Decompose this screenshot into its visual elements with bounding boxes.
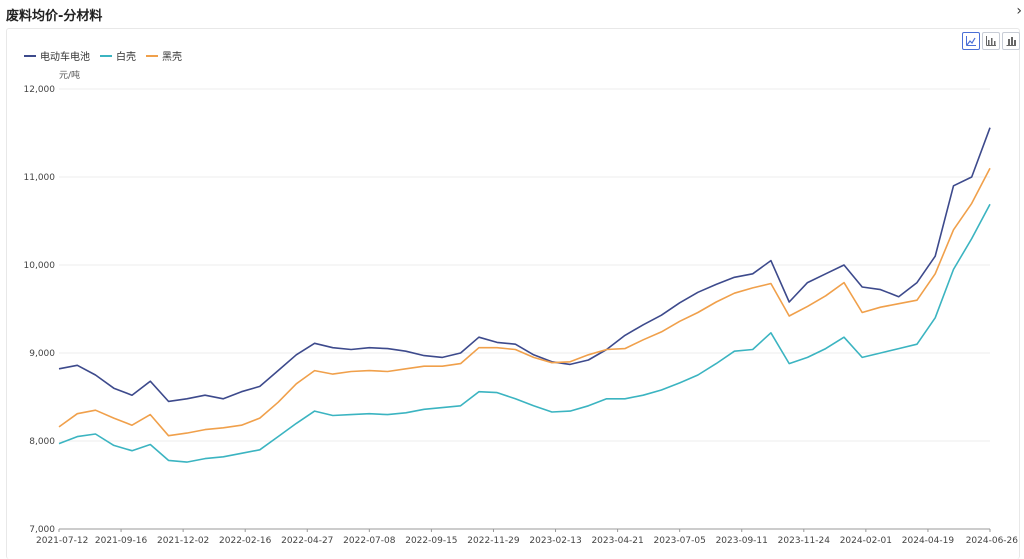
series-line-2 [58,167,991,437]
legend-swatch [146,54,158,57]
bar-chart-button[interactable] [982,32,1000,50]
x-tick-label: 2023-09-11 [716,536,768,546]
x-tick-label: 2023-02-13 [529,536,581,546]
x-tick-label: 2023-11-24 [778,536,831,546]
y-tick-label: 12,000 [24,85,56,95]
y-tick-label: 7,000 [29,525,55,535]
x-tick-label: 2021-09-16 [95,536,148,546]
chart-type-toolbar [962,32,1020,50]
header: 废料均价-分材料 › [0,0,1024,30]
y-tick-label: 11,000 [24,173,56,183]
line-chart-icon [966,36,976,46]
x-tick-label: 2022-11-29 [467,536,520,546]
chart-legend: 电动车电池 白壳 黑壳 [24,48,182,63]
line-chart-button[interactable] [962,32,980,50]
x-tick-label: 2022-07-08 [343,536,396,546]
x-tick-label: 2024-04-19 [902,536,955,546]
stacked-bar-chart-button[interactable] [1002,32,1020,50]
x-tick-label: 2024-02-01 [840,536,892,546]
legend-label: 电动车电池 [40,52,90,63]
series-line-1 [58,203,991,463]
x-tick-label: 2023-04-21 [591,536,643,546]
x-tick-label: 2021-12-02 [157,536,209,546]
y-tick-label: 10,000 [24,261,56,271]
legend-item-ev-battery[interactable]: 电动车电池 [24,48,90,63]
y-axis-unit: 元/吨 [59,71,81,81]
x-tick-label: 2023-07-05 [654,536,706,546]
x-tick-label: 2022-09-15 [405,536,457,546]
legend-label: 黑壳 [162,52,182,63]
x-tick-label: 2021-07-12 [36,536,88,546]
page-title: 废料均价-分材料 [6,9,103,24]
legend-item-black-shell[interactable]: 黑壳 [146,48,182,63]
x-tick-label: 2024-06-26 [966,536,1019,546]
stacked-bar-chart-icon [1006,37,1016,46]
y-tick-label: 9,000 [29,349,55,359]
legend-label: 白壳 [116,52,136,63]
x-tick-label: 2022-04-27 [281,536,333,546]
legend-swatch [24,54,36,57]
y-tick-label: 8,000 [29,437,55,447]
series-line-0 [58,127,991,403]
x-tick-label: 2022-02-16 [219,536,272,546]
legend-item-white-shell[interactable]: 白壳 [100,48,136,63]
close-icon[interactable]: › [1016,3,1022,19]
legend-swatch [100,54,112,57]
chart-panel [6,28,1020,559]
bar-chart-icon [986,36,996,46]
